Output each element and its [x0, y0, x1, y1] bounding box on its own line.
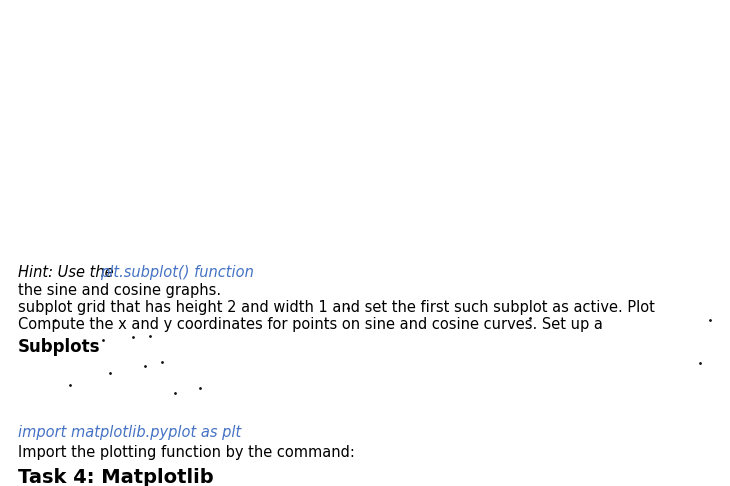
Text: Task 4: Matplotlib: Task 4: Matplotlib: [18, 468, 214, 486]
Text: Subplots: Subplots: [18, 338, 101, 356]
Text: Compute the x and y coordinates for points on sine and cosine curves. Set up a: Compute the x and y coordinates for poin…: [18, 317, 603, 332]
Text: subplot grid that has height 2 and width 1 and set the first such subplot as act: subplot grid that has height 2 and width…: [18, 300, 655, 315]
Text: Import the plotting function by the command:: Import the plotting function by the comm…: [18, 445, 355, 460]
Text: plt.subplot() function: plt.subplot() function: [100, 265, 254, 280]
Text: the sine and cosine graphs.: the sine and cosine graphs.: [18, 283, 221, 298]
Text: Hint: Use the: Hint: Use the: [18, 265, 118, 280]
Text: import matplotlib.pyplot as plt: import matplotlib.pyplot as plt: [18, 425, 241, 440]
